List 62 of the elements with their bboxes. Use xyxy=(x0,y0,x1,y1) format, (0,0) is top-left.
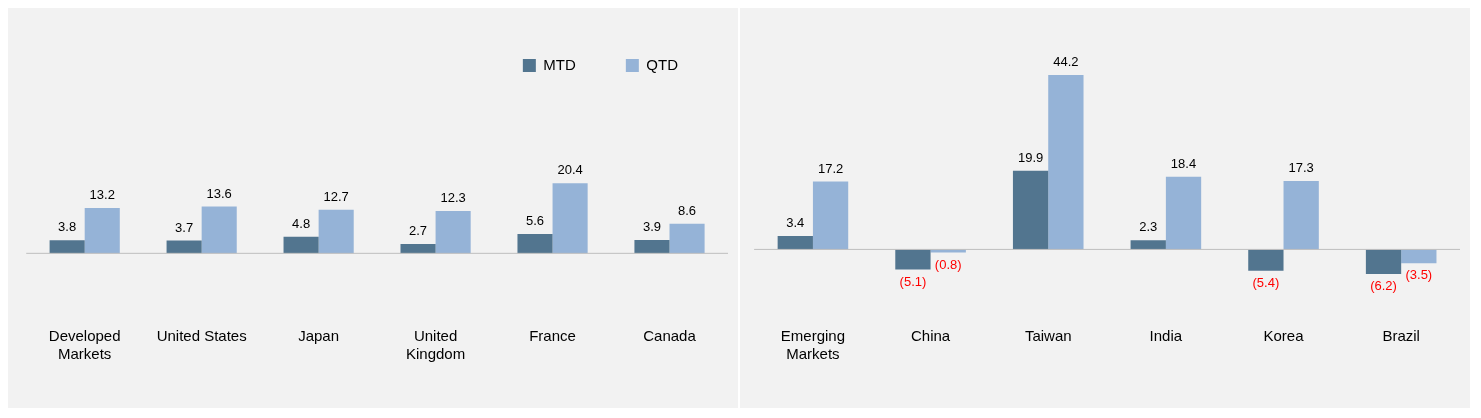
legend-label: QTD xyxy=(646,55,679,73)
data-label: (0.8) xyxy=(934,256,962,272)
data-label: 8.6 xyxy=(678,202,697,218)
bar xyxy=(517,234,553,254)
data-label: 4.8 xyxy=(292,215,311,231)
bar xyxy=(1401,249,1437,264)
bar xyxy=(318,209,354,254)
bar xyxy=(1012,170,1049,250)
bar xyxy=(1283,181,1319,250)
x-tick-label: Brazil xyxy=(1382,327,1420,345)
data-label: 12.3 xyxy=(440,190,466,206)
legend-label: MTD xyxy=(543,55,576,73)
data-label: 20.4 xyxy=(557,162,583,178)
x-tick-label: Korea xyxy=(1263,327,1305,345)
bar xyxy=(400,244,436,254)
data-label: 19.9 xyxy=(1017,149,1044,165)
bar xyxy=(283,236,319,254)
bar xyxy=(201,206,237,254)
bar xyxy=(1130,240,1166,250)
bar xyxy=(1365,249,1402,274)
bar xyxy=(84,207,120,254)
bar xyxy=(669,223,705,254)
data-label: 17.2 xyxy=(817,160,844,176)
data-label: 13.6 xyxy=(206,185,232,201)
x-tick-label: France xyxy=(529,327,576,345)
bar xyxy=(812,181,849,250)
data-label: 18.4 xyxy=(1170,155,1197,171)
x-tick-label: Developed Markets xyxy=(48,327,121,363)
data-label: (6.2) xyxy=(1370,277,1397,293)
data-label: 12.7 xyxy=(323,188,349,204)
bar xyxy=(777,235,813,250)
x-tick-label: Canada xyxy=(643,327,697,345)
bar xyxy=(552,183,588,254)
x-tick-label: China xyxy=(910,327,951,345)
bar xyxy=(1248,249,1284,271)
data-label: 2.3 xyxy=(1139,219,1158,235)
bar xyxy=(930,249,966,253)
x-tick-label: United States xyxy=(156,327,247,345)
bar xyxy=(49,240,85,254)
data-label: 3.9 xyxy=(642,218,662,234)
x-tick-label: Emerging Markets xyxy=(780,327,846,363)
data-label: 5.6 xyxy=(525,213,545,229)
data-label: (5.1) xyxy=(899,273,927,289)
data-label: 3.7 xyxy=(175,219,194,235)
x-tick-label: India xyxy=(1149,327,1183,345)
x-tick-label: United Kingdom xyxy=(405,327,466,363)
data-label: 3.8 xyxy=(58,219,77,235)
data-label: 3.4 xyxy=(786,215,805,231)
x-tick-label: Japan xyxy=(298,327,340,345)
bar xyxy=(1048,74,1084,250)
bar xyxy=(435,211,471,254)
x-tick-label: Taiwan xyxy=(1024,327,1072,345)
data-label: 44.2 xyxy=(1053,54,1079,70)
data-label: (3.5) xyxy=(1405,267,1433,283)
bar xyxy=(166,240,202,254)
bar xyxy=(634,239,670,254)
data-label: 17.3 xyxy=(1288,160,1314,176)
data-label: 2.7 xyxy=(409,223,428,239)
bar xyxy=(895,249,931,270)
bar xyxy=(1165,176,1202,250)
data-label: (5.4) xyxy=(1252,274,1280,290)
data-label: 13.2 xyxy=(89,186,115,202)
